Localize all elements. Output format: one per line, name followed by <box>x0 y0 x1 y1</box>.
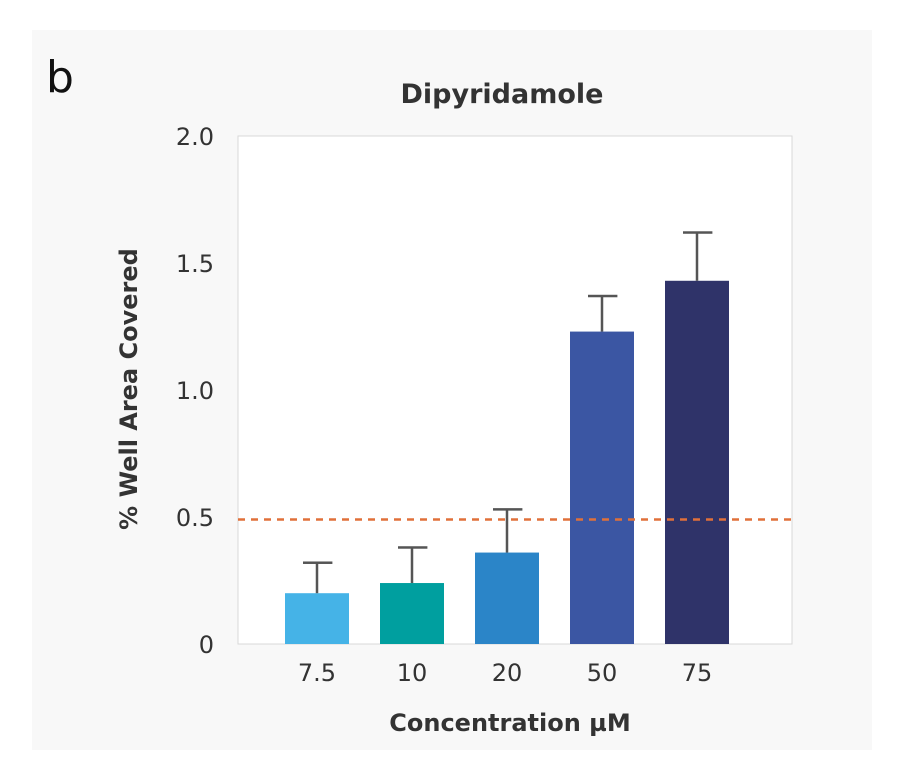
y-tick-label: 0.5 <box>176 504 214 532</box>
y-tick-label: 2.0 <box>176 123 214 151</box>
error-bars <box>303 231 713 594</box>
y-tick-label: 1.0 <box>176 377 214 405</box>
y-tick-label: 0 <box>199 631 214 659</box>
x-tick-label: 7.5 <box>298 659 336 687</box>
x-tick-label: 20 <box>492 659 523 687</box>
bar-7.5 <box>285 593 349 644</box>
x-tick-label: 50 <box>587 659 618 687</box>
chart-title: Dipyridamole <box>401 79 604 110</box>
x-axis: 7.5 10 20 50 75 <box>298 659 712 687</box>
x-axis-label: Concentration µM <box>389 709 630 737</box>
bar-10 <box>380 583 444 644</box>
panel-label: b <box>46 52 74 103</box>
y-axis-label: % Well Area Covered <box>115 248 143 530</box>
bars <box>285 280 729 644</box>
bar-75 <box>665 280 729 644</box>
y-tick-label: 1.5 <box>176 250 214 278</box>
x-tick-label: 10 <box>397 659 428 687</box>
bar-50 <box>570 331 634 644</box>
x-tick-label: 75 <box>682 659 713 687</box>
y-axis: 0 0.5 1.0 1.5 2.0 <box>176 123 214 659</box>
bar-20 <box>475 552 539 644</box>
